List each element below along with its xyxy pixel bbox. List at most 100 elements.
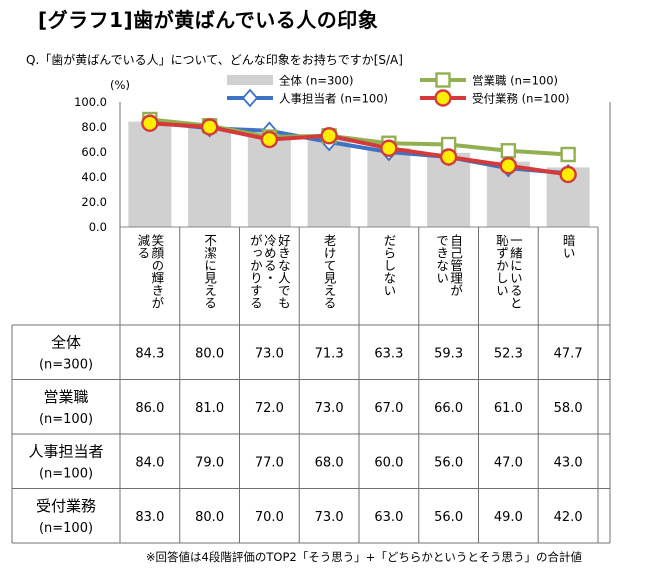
legend-swatch xyxy=(227,75,273,85)
y-tick-label: 20.0 xyxy=(81,195,107,209)
table-cell: 73.0 xyxy=(315,401,344,416)
table-cell: 61.0 xyxy=(494,401,523,416)
table-row: 全体 (n=300) 84.3 80.0 73.0 71.3 63.3 59.3 52.3 47.… xyxy=(39,333,583,372)
table-cell: 71.3 xyxy=(315,346,344,361)
row-header-name: 人事担当者 xyxy=(28,442,103,460)
marker-受付業務 xyxy=(141,114,159,132)
table-cell: 80.0 xyxy=(195,510,224,525)
row-header-name: 受付業務 xyxy=(36,497,96,515)
y-tick-label: 100.0 xyxy=(74,95,107,109)
table-cell: 84.0 xyxy=(135,455,164,470)
row-header-name: 営業職 xyxy=(43,388,88,406)
table-cell: 79.0 xyxy=(195,455,224,470)
row-header-n: (n=100) xyxy=(39,412,93,427)
category-label-line: だらしない xyxy=(381,234,396,297)
marker-受付業務 xyxy=(200,118,219,136)
marker-受付業務 xyxy=(380,139,398,157)
legend-label: 人事担当者 (n=100) xyxy=(279,92,388,106)
table-cell: 83.0 xyxy=(135,510,164,525)
category-label-line: 不潔に見える xyxy=(202,234,217,309)
legend-item-全体: 全体 (n=300) xyxy=(227,74,354,88)
category-label-line: 自己管理が xyxy=(448,234,463,297)
table-row: 受付業務 (n=100) 83.0 80.0 70.0 73.0 63.0 56.0 49.0 4… xyxy=(36,497,583,536)
table-cell: 63.0 xyxy=(374,510,403,525)
category-label: 不潔に見える xyxy=(202,234,217,309)
bar-全体 xyxy=(128,121,172,227)
category-label-line: 一緒にいると xyxy=(508,234,523,309)
table-cell: 84.3 xyxy=(135,346,164,361)
table-cell: 81.0 xyxy=(195,401,224,416)
legend-item-受付業務: 受付業務 (n=100) xyxy=(420,89,570,107)
y-tick-label: 40.0 xyxy=(81,170,107,184)
table-cell: 58.0 xyxy=(554,401,583,416)
table-cell: 67.0 xyxy=(374,401,403,416)
marker-受付業務 xyxy=(320,127,338,145)
bar-全体 xyxy=(188,127,232,227)
category-label: 暗い xyxy=(561,233,576,259)
marker-受付業務 xyxy=(260,130,279,149)
table-cell: 73.0 xyxy=(315,510,344,525)
category-label-line: 笑顔の輝きが xyxy=(149,233,164,309)
table-cell: 73.0 xyxy=(255,346,284,361)
y-tick-label: 60.0 xyxy=(81,145,107,159)
footnote: ※回答値は4段階評価のTOP2「そう思う」+「どちらかというとそう思う」の合計値 xyxy=(145,550,582,564)
legend-item-人事担当者: 人事担当者 (n=100) xyxy=(227,88,388,108)
table-cell: 72.0 xyxy=(255,401,284,416)
marker-営業職 xyxy=(500,143,517,159)
question-text: Q.「歯が黄ばんでいる人」について、どんな印象をお持ちですか[S/A] xyxy=(26,53,403,67)
table-cell: 49.0 xyxy=(494,510,523,525)
table-cell: 59.3 xyxy=(434,346,463,361)
table-cell: 70.0 xyxy=(255,510,284,525)
table-cell: 43.0 xyxy=(554,455,583,470)
table-cell: 47.0 xyxy=(494,455,523,470)
legend-marker xyxy=(241,88,259,108)
table-cell: 63.3 xyxy=(374,346,403,361)
line-受付業務 xyxy=(149,121,569,177)
row-header-name: 全体 xyxy=(51,333,81,351)
category-label: 老けて見える xyxy=(322,234,337,309)
table-cell: 80.0 xyxy=(195,346,224,361)
table-cell: 47.7 xyxy=(554,346,583,361)
row-header-n: (n=100) xyxy=(39,466,93,481)
marker-受付業務 xyxy=(559,165,577,184)
legend-item-営業職: 営業職 (n=100) xyxy=(420,72,558,88)
category-label-line: 減る xyxy=(135,233,150,259)
category-label-line: 老けて見える xyxy=(322,234,337,309)
chart-title: [グラフ1]歯が黄ばんでいる人の印象 xyxy=(38,8,379,32)
legend-label: 全体 (n=300) xyxy=(279,74,354,88)
category-label-line: 好きな人でも xyxy=(276,234,291,309)
table-cell: 66.0 xyxy=(434,401,463,416)
marker-受付業務 xyxy=(499,157,518,175)
legend-marker xyxy=(434,89,452,107)
table-cell: 68.0 xyxy=(315,455,344,470)
row-header-n: (n=300) xyxy=(39,357,93,372)
y-tick-label: 80.0 xyxy=(81,120,107,134)
table-cell: 56.0 xyxy=(434,455,463,470)
table-cell: 60.0 xyxy=(374,455,403,470)
category-label-line: できない xyxy=(434,234,449,284)
table-cell: 52.3 xyxy=(494,346,523,361)
bar-全体 xyxy=(307,137,351,227)
table-cell: 86.0 xyxy=(135,401,164,416)
bar-全体 xyxy=(247,135,291,227)
table-row: 営業職 (n=100) 86.0 81.0 72.0 73.0 67.0 66.0 61.0 58… xyxy=(39,388,583,427)
y-tick-label: 0.0 xyxy=(89,220,107,234)
marker-受付業務 xyxy=(439,148,458,166)
category-label-line: がっかりする xyxy=(248,233,263,309)
marker-営業職 xyxy=(560,146,576,163)
table-cell: 77.0 xyxy=(255,455,284,470)
row-header-n: (n=100) xyxy=(39,521,93,536)
category-label-line: 冷める・ xyxy=(262,234,277,284)
y-axis-unit: (%) xyxy=(110,78,130,92)
category-label-line: 暗い xyxy=(561,233,576,259)
category-label-line: 恥ずかしい xyxy=(494,234,509,297)
table-cell: 42.0 xyxy=(554,510,583,525)
legend-marker xyxy=(435,72,451,88)
category-label: だらしない xyxy=(381,234,396,297)
legend-label: 営業職 (n=100) xyxy=(472,74,558,88)
